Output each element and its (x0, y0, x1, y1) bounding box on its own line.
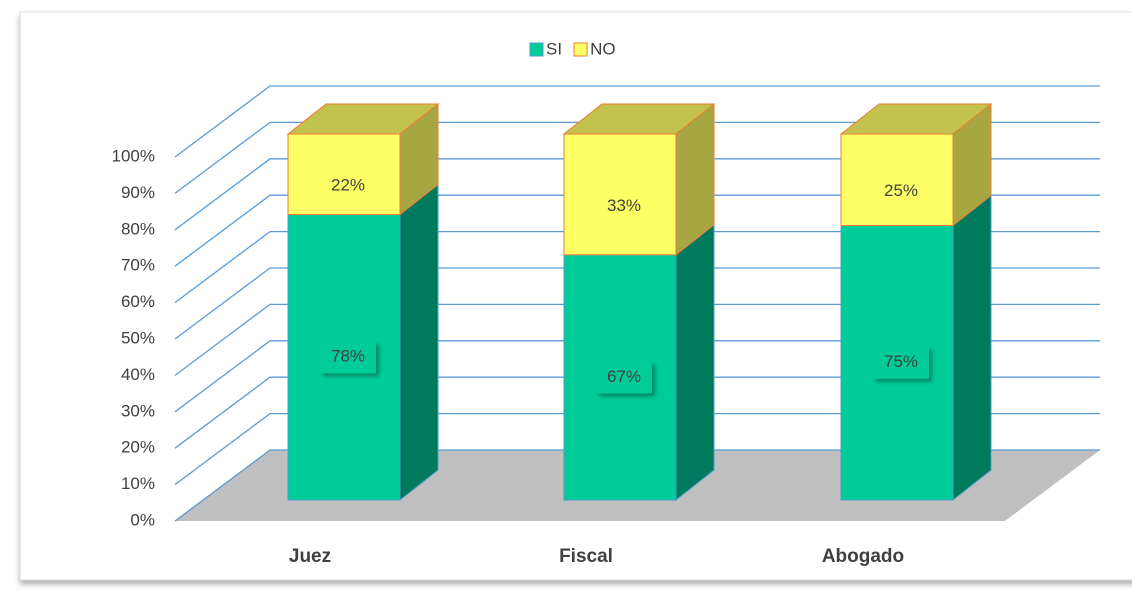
value-label: 67% (607, 367, 641, 386)
grid-line (174, 230, 1100, 304)
y-tick-label: 20% (121, 438, 155, 457)
grid-line (174, 158, 1100, 231)
value-label-box (596, 190, 652, 223)
bar-side (675, 223, 715, 502)
value-label-box (873, 175, 929, 208)
value-label-box (320, 341, 376, 374)
grid-line (174, 303, 1100, 376)
y-tick-label: 90% (121, 183, 155, 202)
grid-line (174, 449, 1100, 522)
y-tick-label: 50% (121, 328, 155, 347)
value-label-box (873, 346, 929, 379)
legend-label: SI (546, 39, 562, 58)
x-tick-label: Fiscal (559, 546, 613, 567)
value-label-box (596, 361, 652, 394)
y-tick-label: 60% (121, 292, 155, 311)
x-tick-label: Abogado (822, 546, 904, 567)
bar-side (399, 183, 439, 502)
value-label: 75% (884, 352, 918, 371)
value-label: 22% (331, 176, 365, 195)
grid-line (174, 85, 1100, 158)
grid-line (174, 412, 1100, 486)
legend-swatch (573, 42, 588, 57)
grid-line (174, 194, 1100, 267)
y-tick-label: 10% (121, 474, 155, 493)
bar-side (952, 194, 992, 502)
bar-top (562, 103, 716, 135)
legend-label: NO (590, 39, 616, 58)
y-tick-label: 70% (121, 256, 155, 275)
value-label-box (320, 170, 376, 203)
grid-line (174, 340, 1100, 413)
y-tick-label: 80% (121, 219, 155, 238)
grid-line (174, 121, 1100, 194)
grid-line (174, 267, 1100, 340)
y-tick-label: 0% (130, 510, 155, 529)
x-tick-label: Juez (289, 546, 331, 567)
bar-top (839, 103, 993, 135)
grid-line (174, 376, 1100, 449)
y-tick-label: 30% (121, 401, 155, 420)
y-tick-label: 100% (112, 146, 155, 165)
bar-top (286, 103, 440, 135)
y-tick-label: 40% (121, 365, 155, 384)
legend-swatch (529, 42, 544, 57)
value-label: 33% (607, 196, 641, 215)
value-label: 78% (331, 347, 365, 366)
value-label: 25% (884, 181, 918, 200)
